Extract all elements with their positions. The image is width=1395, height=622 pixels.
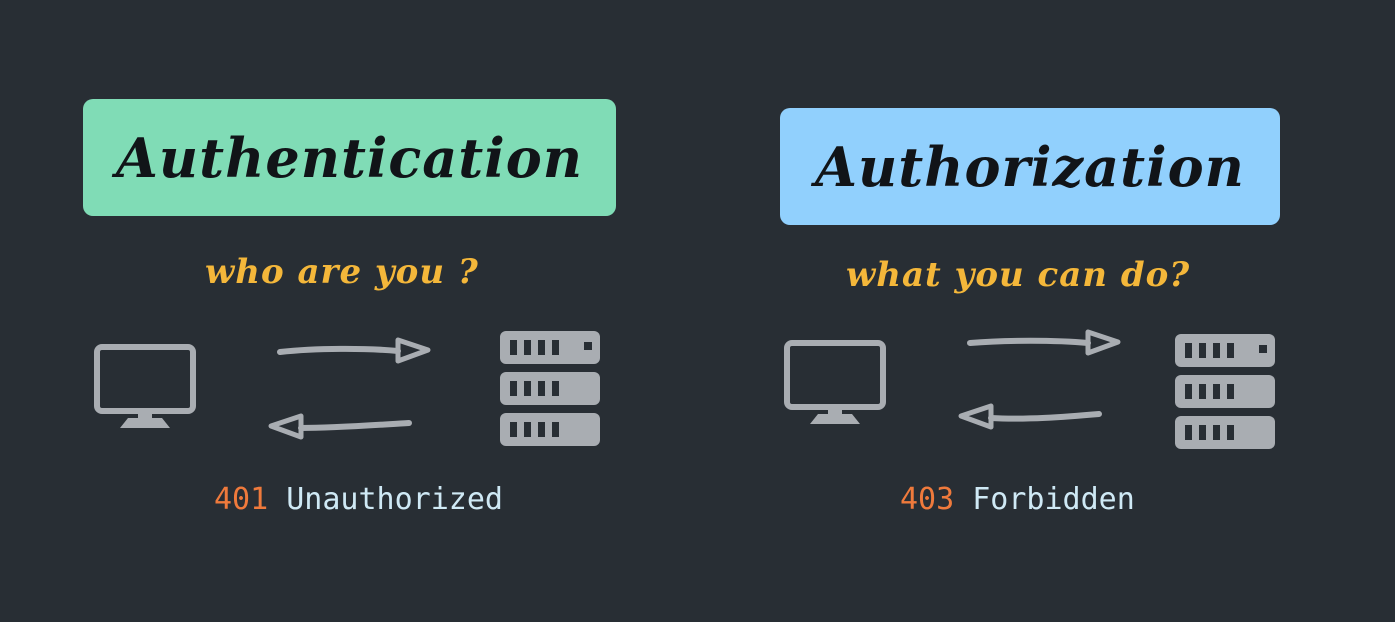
authentication-panel: Authentication who are you ?: [0, 0, 616, 622]
status-label: Unauthorized: [286, 482, 503, 517]
monitor-icon: [784, 340, 886, 424]
authentication-title-box: Authentication: [83, 99, 616, 216]
arrow-left-icon: [958, 403, 1102, 430]
authorization-status: 403 Forbidden: [900, 482, 1135, 517]
arrow-right-icon: [277, 337, 431, 364]
authorization-question: what you can do?: [846, 255, 1191, 295]
authentication-title: Authentication: [115, 125, 584, 190]
arrow-right-icon: [967, 329, 1121, 356]
status-code: 403: [900, 482, 955, 517]
authorization-panel: Authorization what you can do?: [700, 0, 1300, 622]
server-icon: [1175, 334, 1275, 449]
authentication-status: 401 Unauthorized: [214, 482, 503, 517]
server-icon: [500, 331, 600, 446]
authentication-question: who are you ?: [205, 252, 479, 292]
arrow-left-icon: [268, 413, 412, 440]
status-code: 401: [214, 482, 269, 517]
monitor-icon: [94, 344, 196, 428]
status-label: Forbidden: [972, 482, 1135, 517]
authorization-title-box: Authorization: [780, 108, 1280, 225]
authorization-title: Authorization: [815, 134, 1245, 199]
